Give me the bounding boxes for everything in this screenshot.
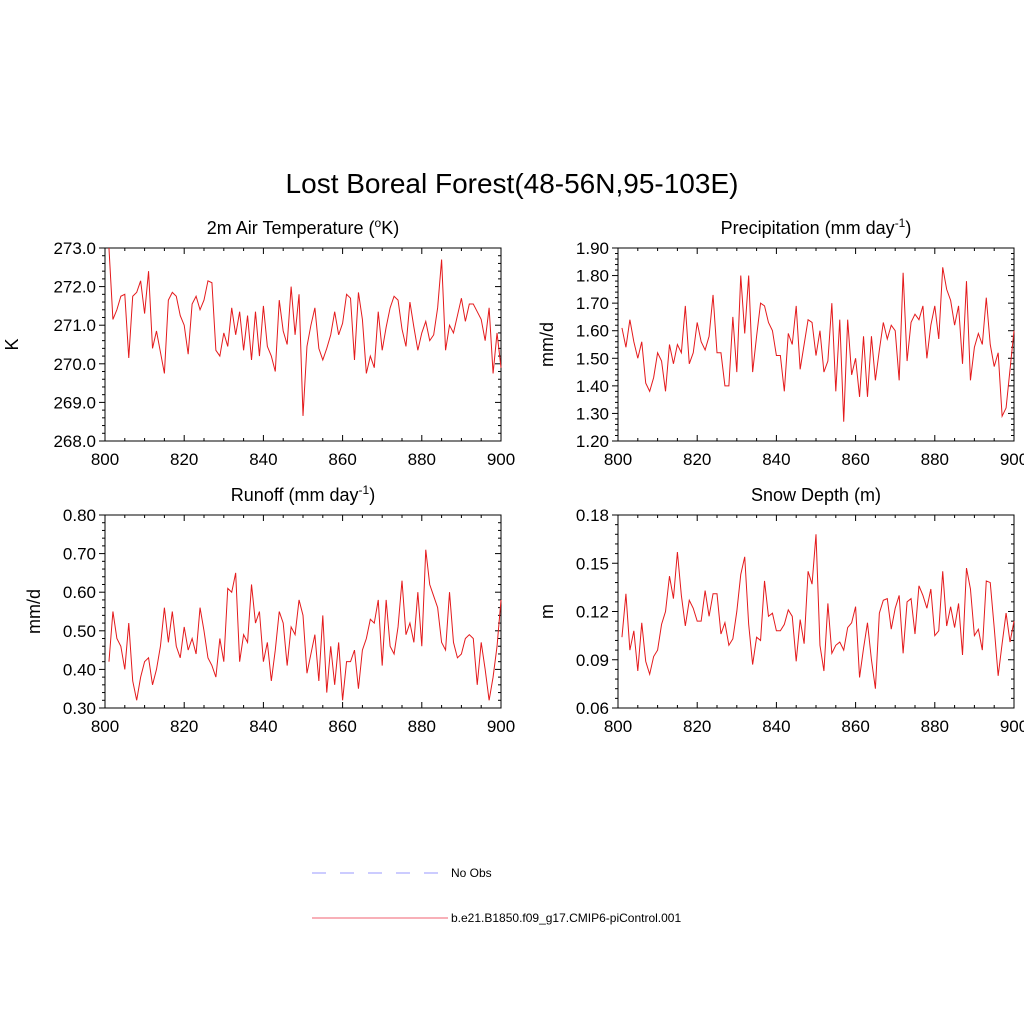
x-tick-label-temperature: 840	[249, 450, 277, 469]
y-tick-label-precipitation: 1.60	[576, 322, 609, 341]
y-tick-label-precipitation: 1.90	[576, 239, 609, 258]
y-tick-label-precipitation: 1.50	[576, 349, 609, 368]
y-tick-label-temperature: 273.0	[53, 239, 96, 258]
x-tick-label-runoff: 840	[249, 717, 277, 736]
x-tick-label-precipitation: 800	[604, 450, 632, 469]
y-tick-label-runoff: 0.60	[63, 583, 96, 602]
panel-temperature: 2m Air Temperature (oK) 800 820 840 860 880 90…	[2, 216, 515, 469]
x-tick-label-temperature: 860	[328, 450, 356, 469]
y-tick-label-runoff: 0.70	[63, 545, 96, 564]
y-tick-label-runoff: 0.80	[63, 506, 96, 525]
panel-title-runoff: Runoff (mm day-1)	[231, 483, 375, 505]
y-axis-label-snow-depth: m	[537, 604, 557, 619]
x-tick-label-precipitation: 860	[841, 450, 869, 469]
x-tick-label-precipitation: 880	[921, 450, 949, 469]
legend-label-no-obs: No Obs	[451, 866, 492, 880]
panel-title-snow-depth: Snow Depth (m)	[751, 485, 881, 505]
legend-label-model: b.e21.B1850.f09_g17.CMIP6-piControl.001	[451, 911, 681, 925]
series-line-temperature	[108, 247, 502, 416]
x-tick-label-snow-depth: 840	[762, 717, 790, 736]
series-line-precipitation	[621, 267, 1015, 422]
y-tick-label-runoff: 0.40	[63, 660, 96, 679]
y-tick-label-temperature: 268.0	[53, 432, 96, 451]
y-tick-label-temperature: 272.0	[53, 278, 96, 297]
legend: No Obs b.e21.B1850.f09_g17.CMIP6-piContr…	[312, 866, 681, 925]
x-tick-label-snow-depth: 860	[841, 717, 869, 736]
x-tick-label-temperature: 900	[487, 450, 515, 469]
chart-panels: 2m Air Temperature (oK) 800 820 840 860 880 90…	[2, 216, 1024, 736]
figure-title: Lost Boreal Forest(48-56N,95-103E)	[286, 168, 739, 199]
y-axis-label-runoff: mm/d	[24, 589, 44, 634]
y-axis-label-temperature: K	[2, 338, 22, 350]
panel-title-precipitation: Precipitation (mm day-1)	[721, 216, 912, 238]
series-line-snow-depth	[621, 534, 1015, 689]
x-tick-label-temperature: 820	[170, 450, 198, 469]
series-line-runoff	[108, 549, 502, 701]
x-tick-label-runoff: 860	[328, 717, 356, 736]
x-tick-label-runoff: 820	[170, 717, 198, 736]
y-tick-label-precipitation: 1.80	[576, 267, 609, 286]
x-tick-label-snow-depth: 800	[604, 717, 632, 736]
y-tick-label-snow-depth: 0.06	[576, 699, 609, 718]
y-tick-label-snow-depth: 0.15	[576, 554, 609, 573]
x-tick-label-temperature: 800	[91, 450, 119, 469]
panel-precipitation: Precipitation (mm day-1) 800 820 840 860 880 9…	[537, 216, 1024, 469]
y-tick-label-snow-depth: 0.12	[576, 603, 609, 622]
y-tick-label-precipitation: 1.20	[576, 432, 609, 451]
panel-runoff: Runoff (mm day-1) 800 820 840 860 880 900 0.30 0…	[24, 483, 515, 736]
y-tick-label-temperature: 269.0	[53, 393, 96, 412]
y-tick-label-runoff: 0.50	[63, 622, 96, 641]
y-tick-label-snow-depth: 0.18	[576, 506, 609, 525]
y-tick-label-precipitation: 1.40	[576, 377, 609, 396]
x-tick-label-precipitation: 820	[683, 450, 711, 469]
y-tick-label-temperature: 270.0	[53, 355, 96, 374]
x-tick-label-snow-depth: 820	[683, 717, 711, 736]
x-tick-label-precipitation: 900	[1000, 450, 1024, 469]
y-tick-label-runoff: 0.30	[63, 699, 96, 718]
x-tick-label-runoff: 880	[408, 717, 436, 736]
x-tick-label-snow-depth: 900	[1000, 717, 1024, 736]
x-tick-label-snow-depth: 880	[921, 717, 949, 736]
panel-title-temperature: 2m Air Temperature (oK)	[207, 216, 399, 238]
x-tick-label-runoff: 800	[91, 717, 119, 736]
y-tick-label-precipitation: 1.70	[576, 294, 609, 313]
x-tick-label-runoff: 900	[487, 717, 515, 736]
y-tick-label-snow-depth: 0.09	[576, 651, 609, 670]
y-tick-label-temperature: 271.0	[53, 316, 96, 335]
panel-snow-depth: Snow Depth (m) 800 820 840 860 880 900 0.06 0.09…	[537, 485, 1024, 736]
x-tick-label-temperature: 880	[408, 450, 436, 469]
y-tick-label-precipitation: 1.30	[576, 404, 609, 423]
x-tick-label-precipitation: 840	[762, 450, 790, 469]
y-axis-label-precipitation: mm/d	[537, 322, 557, 367]
